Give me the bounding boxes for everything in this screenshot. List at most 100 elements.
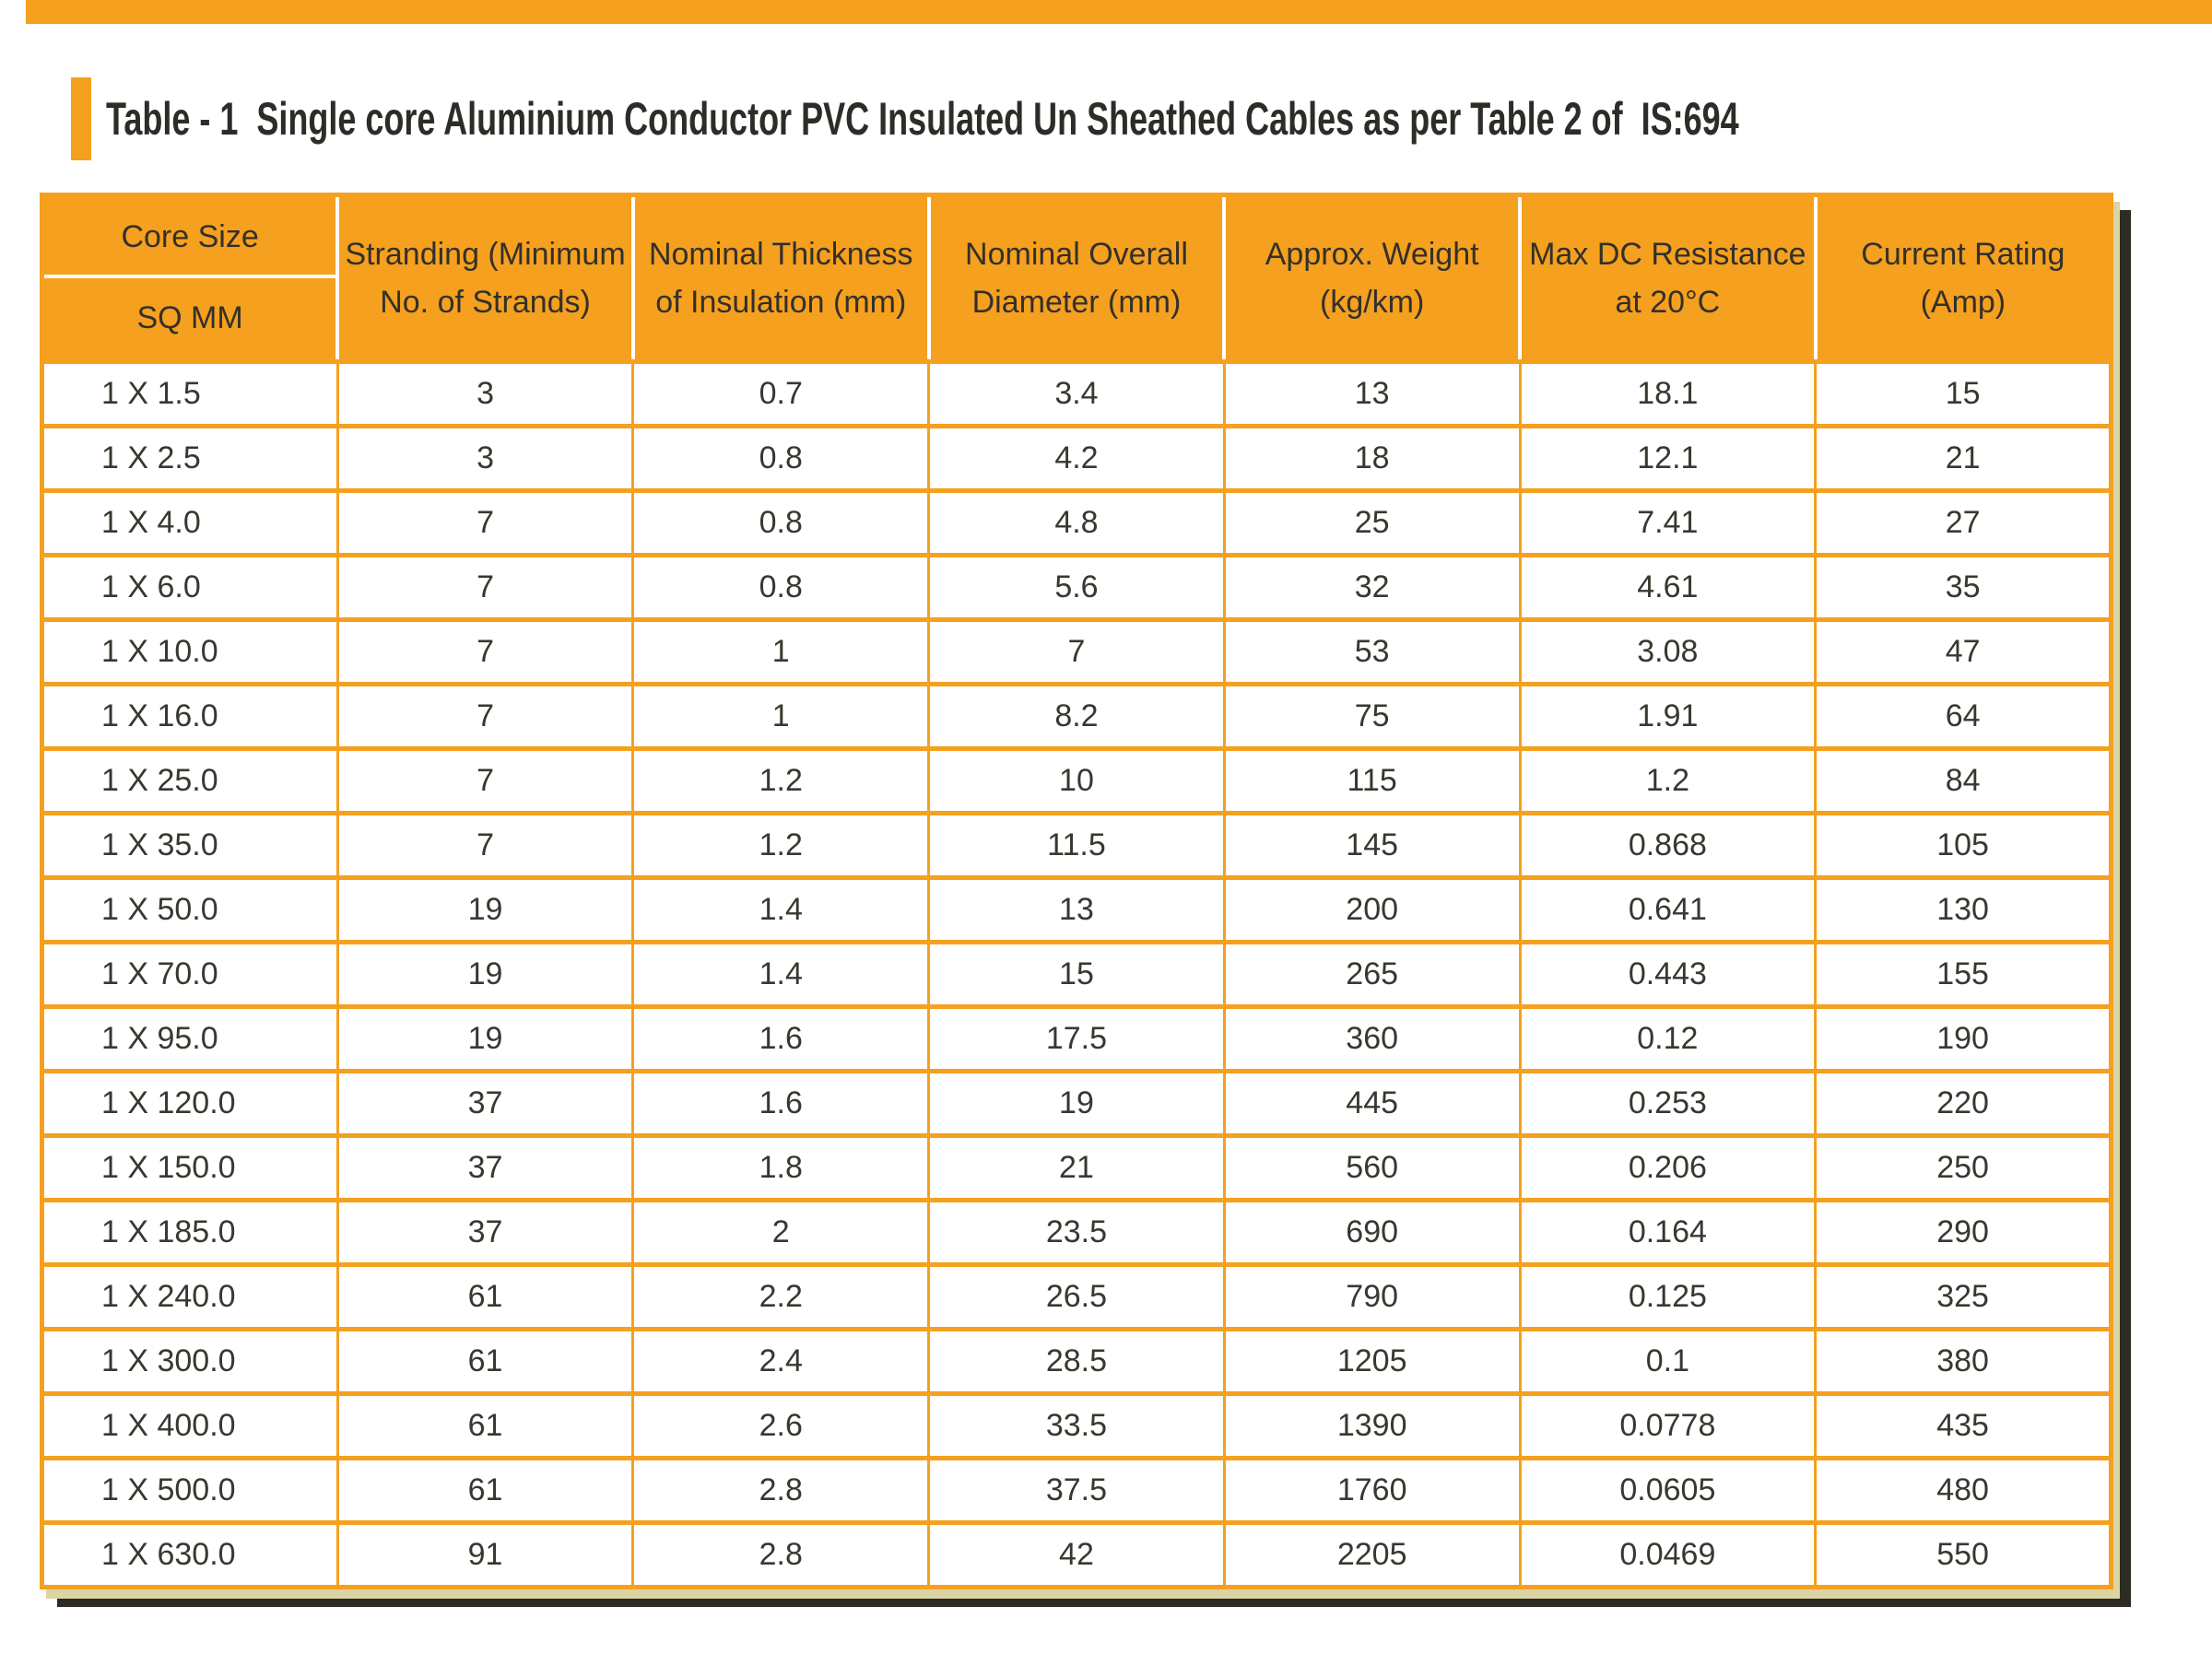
cell-value: 2.6 bbox=[632, 1391, 931, 1459]
cable-spec-table: Core Size SQ MM Stranding (Minimum No. o… bbox=[40, 193, 2113, 1589]
cell-value: 7 bbox=[337, 682, 635, 749]
cell-core-size: 1 X 120.0 bbox=[41, 1069, 339, 1136]
cell-core-size: 1 X 95.0 bbox=[41, 1004, 339, 1072]
cell-value: 2 bbox=[632, 1198, 931, 1265]
cell-value: 18 bbox=[1224, 424, 1522, 491]
cell-value: 290 bbox=[1815, 1198, 2112, 1265]
cell-value: 75 bbox=[1224, 682, 1522, 749]
cell-value: 91 bbox=[337, 1520, 635, 1588]
cell-value: 1.6 bbox=[632, 1004, 931, 1072]
header-rating-line2: (Amp) bbox=[1920, 285, 2006, 320]
header-diameter-line2: Diameter (mm) bbox=[971, 285, 1182, 320]
cell-value: 0.0605 bbox=[1520, 1456, 1818, 1523]
cell-value: 0.253 bbox=[1520, 1069, 1818, 1136]
cell-value: 0.0469 bbox=[1520, 1520, 1818, 1588]
cell-value: 25 bbox=[1224, 488, 1522, 556]
cell-value: 105 bbox=[1815, 811, 2112, 878]
table-body: 1 X 1.5 3 0.7 3.4 13 18.1 15 1 X 2.5 3 0.8 4.2 18 12… bbox=[41, 359, 2112, 1588]
cell-value: 61 bbox=[337, 1391, 635, 1459]
title-block: Table - 1 Single core Aluminium Conducto… bbox=[71, 77, 2212, 160]
cell-value: 7 bbox=[337, 811, 635, 878]
cell-value: 37 bbox=[337, 1198, 635, 1265]
cell-value: 26.5 bbox=[928, 1262, 1226, 1330]
header-insulation-thickness: Nominal Thickness of Insulation (mm) bbox=[632, 194, 931, 362]
table-row: 1 X 6.0 7 0.8 5.6 32 4.61 35 bbox=[41, 553, 2112, 620]
top-accent-band bbox=[26, 0, 2212, 24]
cell-value: 64 bbox=[1815, 682, 2112, 749]
cell-value: 0.1 bbox=[1520, 1327, 1818, 1394]
header-resistance-line2: at 20°C bbox=[1615, 285, 1721, 320]
cell-core-size: 1 X 2.5 bbox=[41, 424, 339, 491]
header-current-rating: Current Rating (Amp) bbox=[1815, 194, 2112, 362]
cell-value: 18.1 bbox=[1520, 359, 1818, 427]
cell-value: 0.164 bbox=[1520, 1198, 1818, 1265]
header-stranding: Stranding (Minimum No. of Strands) bbox=[337, 194, 635, 362]
cell-core-size: 1 X 300.0 bbox=[41, 1327, 339, 1394]
cell-value: 2.8 bbox=[632, 1456, 931, 1523]
table-row: 1 X 95.0 19 1.6 17.5 360 0.12 190 bbox=[41, 1004, 2112, 1072]
cell-core-size: 1 X 10.0 bbox=[41, 617, 339, 685]
cell-value: 1.6 bbox=[632, 1069, 931, 1136]
table-row: 1 X 10.0 7 1 7 53 3.08 47 bbox=[41, 617, 2112, 685]
cell-value: 265 bbox=[1224, 940, 1522, 1007]
cell-value: 61 bbox=[337, 1327, 635, 1394]
cell-value: 435 bbox=[1815, 1391, 2112, 1459]
cell-value: 0.443 bbox=[1520, 940, 1818, 1007]
cell-value: 32 bbox=[1224, 553, 1522, 620]
cell-core-size: 1 X 25.0 bbox=[41, 746, 339, 814]
cell-value: 21 bbox=[928, 1133, 1226, 1201]
cell-value: 7 bbox=[337, 617, 635, 685]
cell-value: 7 bbox=[928, 617, 1226, 685]
cell-value: 480 bbox=[1815, 1456, 2112, 1523]
header-approx-weight: Approx. Weight (kg/km) bbox=[1224, 194, 1523, 362]
table-row: 1 X 50.0 19 1.4 13 200 0.641 130 bbox=[41, 875, 2112, 943]
cell-value: 1.8 bbox=[632, 1133, 931, 1201]
cell-value: 42 bbox=[928, 1520, 1226, 1588]
cell-value: 1.4 bbox=[632, 940, 931, 1007]
table-row: 1 X 35.0 7 1.2 11.5 145 0.868 105 bbox=[41, 811, 2112, 878]
table-row: 1 X 500.0 61 2.8 37.5 1760 0.0605 480 bbox=[41, 1456, 2112, 1523]
cell-value: 1.2 bbox=[632, 746, 931, 814]
header-stranding-line2: No. of Strands) bbox=[380, 285, 591, 320]
cell-value: 27 bbox=[1815, 488, 2112, 556]
cell-value: 0.125 bbox=[1520, 1262, 1818, 1330]
table-row: 1 X 1.5 3 0.7 3.4 13 18.1 15 bbox=[41, 359, 2112, 427]
cell-value: 2.8 bbox=[632, 1520, 931, 1588]
cell-value: 325 bbox=[1815, 1262, 2112, 1330]
title-accent-bar bbox=[71, 77, 91, 160]
header-dc-resistance: Max DC Resistance at 20°C bbox=[1520, 194, 1818, 362]
cell-value: 690 bbox=[1224, 1198, 1522, 1265]
cell-value: 37 bbox=[337, 1069, 635, 1136]
cell-value: 1.2 bbox=[632, 811, 931, 878]
cell-value: 19 bbox=[928, 1069, 1226, 1136]
cell-core-size: 1 X 35.0 bbox=[41, 811, 339, 878]
cell-value: 19 bbox=[337, 1004, 635, 1072]
cell-core-size: 1 X 70.0 bbox=[41, 940, 339, 1007]
table-row: 1 X 4.0 7 0.8 4.8 25 7.41 27 bbox=[41, 488, 2112, 556]
header-core-size: Core Size SQ MM bbox=[41, 194, 340, 362]
cell-value: 37.5 bbox=[928, 1456, 1226, 1523]
cell-value: 0.12 bbox=[1520, 1004, 1818, 1072]
cell-value: 7 bbox=[337, 746, 635, 814]
cell-value: 1760 bbox=[1224, 1456, 1522, 1523]
cell-value: 4.61 bbox=[1520, 553, 1818, 620]
table-row: 1 X 120.0 37 1.6 19 445 0.253 220 bbox=[41, 1069, 2112, 1136]
cell-core-size: 1 X 500.0 bbox=[41, 1456, 339, 1523]
cell-core-size: 1 X 4.0 bbox=[41, 488, 339, 556]
header-rating-line1: Current Rating bbox=[1861, 237, 2065, 272]
cell-value: 2.4 bbox=[632, 1327, 931, 1394]
cell-value: 28.5 bbox=[928, 1327, 1226, 1394]
cell-value: 1.2 bbox=[1520, 746, 1818, 814]
header-core-size-label: Core Size bbox=[44, 199, 336, 278]
cell-core-size: 1 X 185.0 bbox=[41, 1198, 339, 1265]
cell-value: 37 bbox=[337, 1133, 635, 1201]
header-resistance-line1: Max DC Resistance bbox=[1529, 237, 1806, 272]
cell-value: 2205 bbox=[1224, 1520, 1522, 1588]
header-insulation-line2: of Insulation (mm) bbox=[655, 285, 907, 320]
cell-value: 250 bbox=[1815, 1133, 2112, 1201]
cell-value: 790 bbox=[1224, 1262, 1522, 1330]
cell-value: 130 bbox=[1815, 875, 2112, 943]
cell-value: 1.4 bbox=[632, 875, 931, 943]
cell-value: 190 bbox=[1815, 1004, 2112, 1072]
